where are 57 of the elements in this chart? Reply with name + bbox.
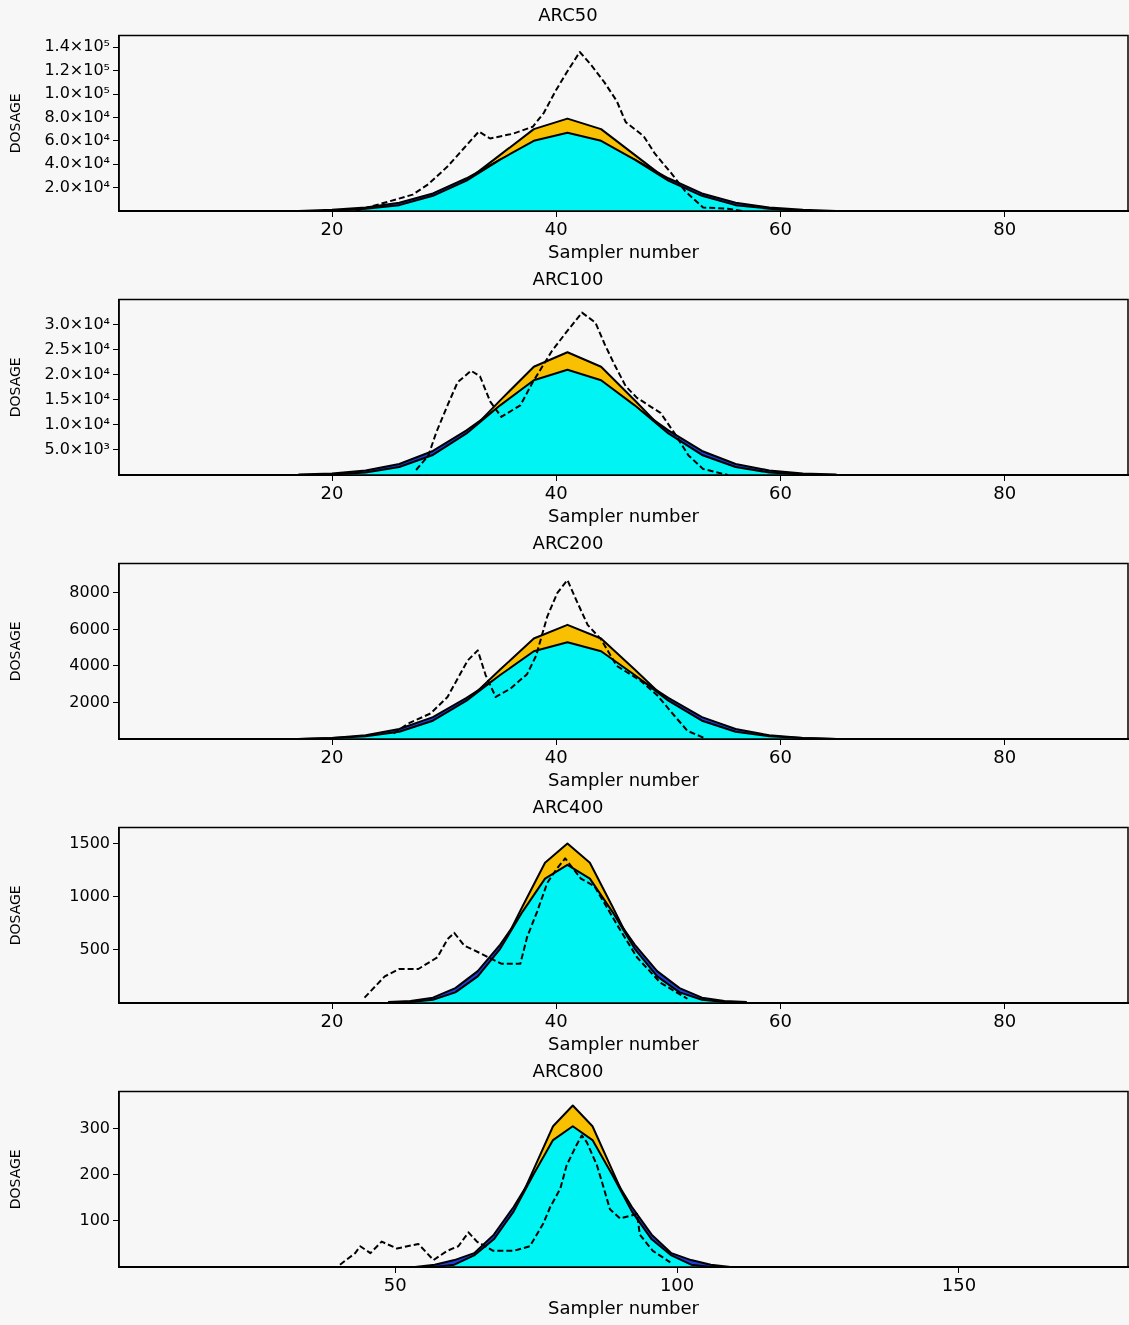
x-tick-label: 80 [993, 218, 1017, 240]
y-tick-label: 1.0×10⁵ [44, 83, 110, 103]
y-axis-title: DOSAGE [7, 1149, 24, 1210]
x-tick-label: 150 [941, 1274, 977, 1296]
y-tick-label: 1.4×10⁵ [44, 36, 110, 56]
chart-title: ARC400 [532, 796, 604, 818]
y-tick-label: 8000 [69, 581, 110, 601]
x-tick-label: 20 [320, 218, 344, 240]
x-axis-title: Sampler number [548, 768, 700, 790]
y-tick-label: 1500 [69, 832, 110, 852]
x-tick-label: 40 [544, 218, 568, 240]
y-tick-label: 200 [79, 1163, 110, 1183]
y-tick-label: 4.0×10⁴ [44, 153, 110, 173]
x-tick-label: 40 [544, 1010, 568, 1032]
x-tick-label: 40 [544, 746, 568, 768]
y-tick-label: 300 [79, 1117, 110, 1137]
y-tick-label: 500 [79, 939, 110, 958]
y-tick-label: 2.0×10⁴ [44, 176, 110, 196]
x-tick-label: 60 [769, 482, 792, 504]
chart-title: ARC200 [532, 532, 604, 554]
x-tick-label: 20 [320, 482, 344, 504]
x-tick-label: 60 [769, 218, 792, 240]
y-tick-label: 8.0×10⁴ [44, 106, 110, 126]
x-tick-label: 60 [769, 1010, 792, 1032]
y-tick-label: 5.0×10³ [44, 439, 110, 459]
y-tick-label: 1.5×10⁴ [44, 388, 110, 408]
y-tick-label: 1.0×10⁴ [44, 414, 110, 434]
y-tick-label: 6000 [69, 618, 110, 638]
y-axis-title: DOSAGE [7, 621, 24, 682]
x-tick-label: 20 [320, 746, 344, 768]
chart-title: ARC800 [532, 1060, 604, 1082]
y-axis-title: DOSAGE [7, 885, 24, 946]
y-tick-label: 1.2×10⁵ [44, 59, 110, 79]
x-tick-label: 50 [383, 1274, 407, 1296]
y-tick-label: 100 [79, 1210, 110, 1229]
x-tick-label: 100 [659, 1274, 695, 1296]
x-tick-label: 80 [993, 746, 1017, 768]
y-tick-label: 2.0×10⁴ [44, 363, 110, 383]
x-tick-label: 80 [993, 482, 1017, 504]
y-tick-label: 2000 [69, 691, 110, 711]
x-axis-title: Sampler number [548, 1296, 700, 1318]
x-tick-label: 60 [769, 746, 792, 768]
y-tick-label: 6.0×10⁴ [44, 130, 110, 149]
y-axis-title: DOSAGE [7, 93, 24, 154]
y-tick-label: 3.0×10⁴ [44, 313, 110, 333]
y-axis-title: DOSAGE [7, 357, 24, 418]
chart-title: ARC100 [532, 268, 604, 290]
y-tick-label: 4000 [69, 655, 110, 675]
chart-title: ARC50 [538, 4, 598, 26]
x-tick-label: 20 [320, 1010, 344, 1032]
y-tick-label: 1000 [69, 885, 110, 905]
x-axis-title: Sampler number [548, 240, 700, 262]
y-tick-label: 2.5×10⁴ [44, 338, 110, 358]
x-axis-title: Sampler number [548, 504, 700, 526]
x-tick-label: 40 [544, 482, 568, 504]
x-tick-label: 80 [993, 1010, 1017, 1032]
x-axis-title: Sampler number [548, 1032, 700, 1054]
